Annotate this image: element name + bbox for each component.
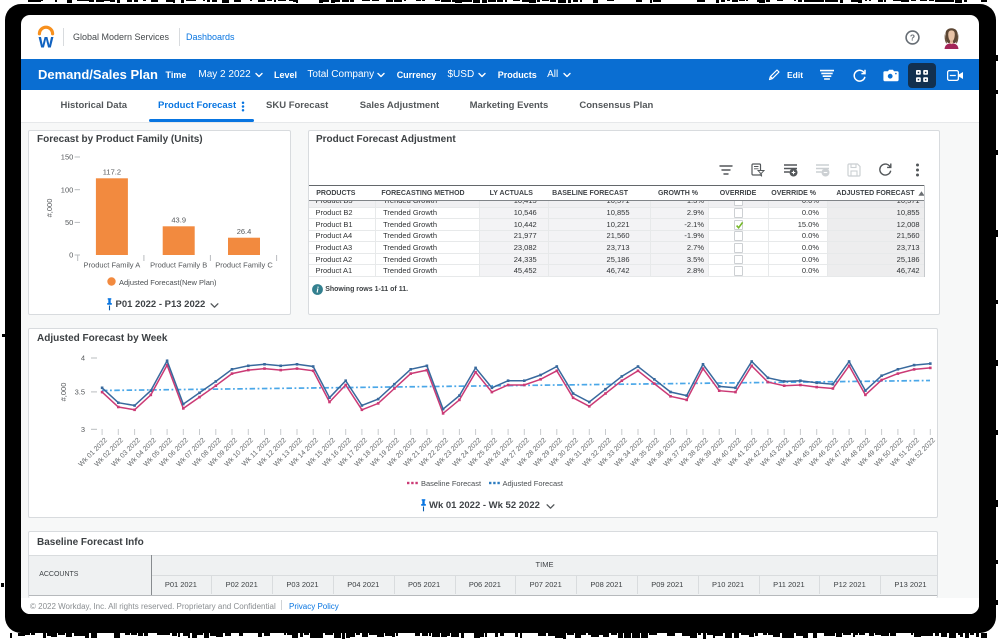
svg-text:100: 100 [61,186,74,195]
svg-text:#,000: #,000 [59,383,68,402]
svg-text:Product Family C: Product Family C [215,261,273,270]
svg-text:150: 150 [61,153,74,162]
svg-text:#,000: #,000 [45,199,54,218]
svg-text:117.2: 117.2 [103,168,121,177]
svg-text:50: 50 [65,218,73,227]
svg-text:26.4: 26.4 [237,227,252,236]
svg-text:Product Family B: Product Family B [150,261,207,270]
svg-text:0: 0 [69,251,73,260]
svg-text:4: 4 [81,354,85,363]
svg-text:w: w [38,32,54,52]
svg-text:3.5: 3.5 [75,388,85,397]
svg-text:43.9: 43.9 [171,216,186,225]
svg-text:?: ? [910,33,915,43]
svg-text:i: i [316,285,319,295]
svg-text:3: 3 [81,425,85,434]
svg-text:Product Family A: Product Family A [84,261,141,270]
